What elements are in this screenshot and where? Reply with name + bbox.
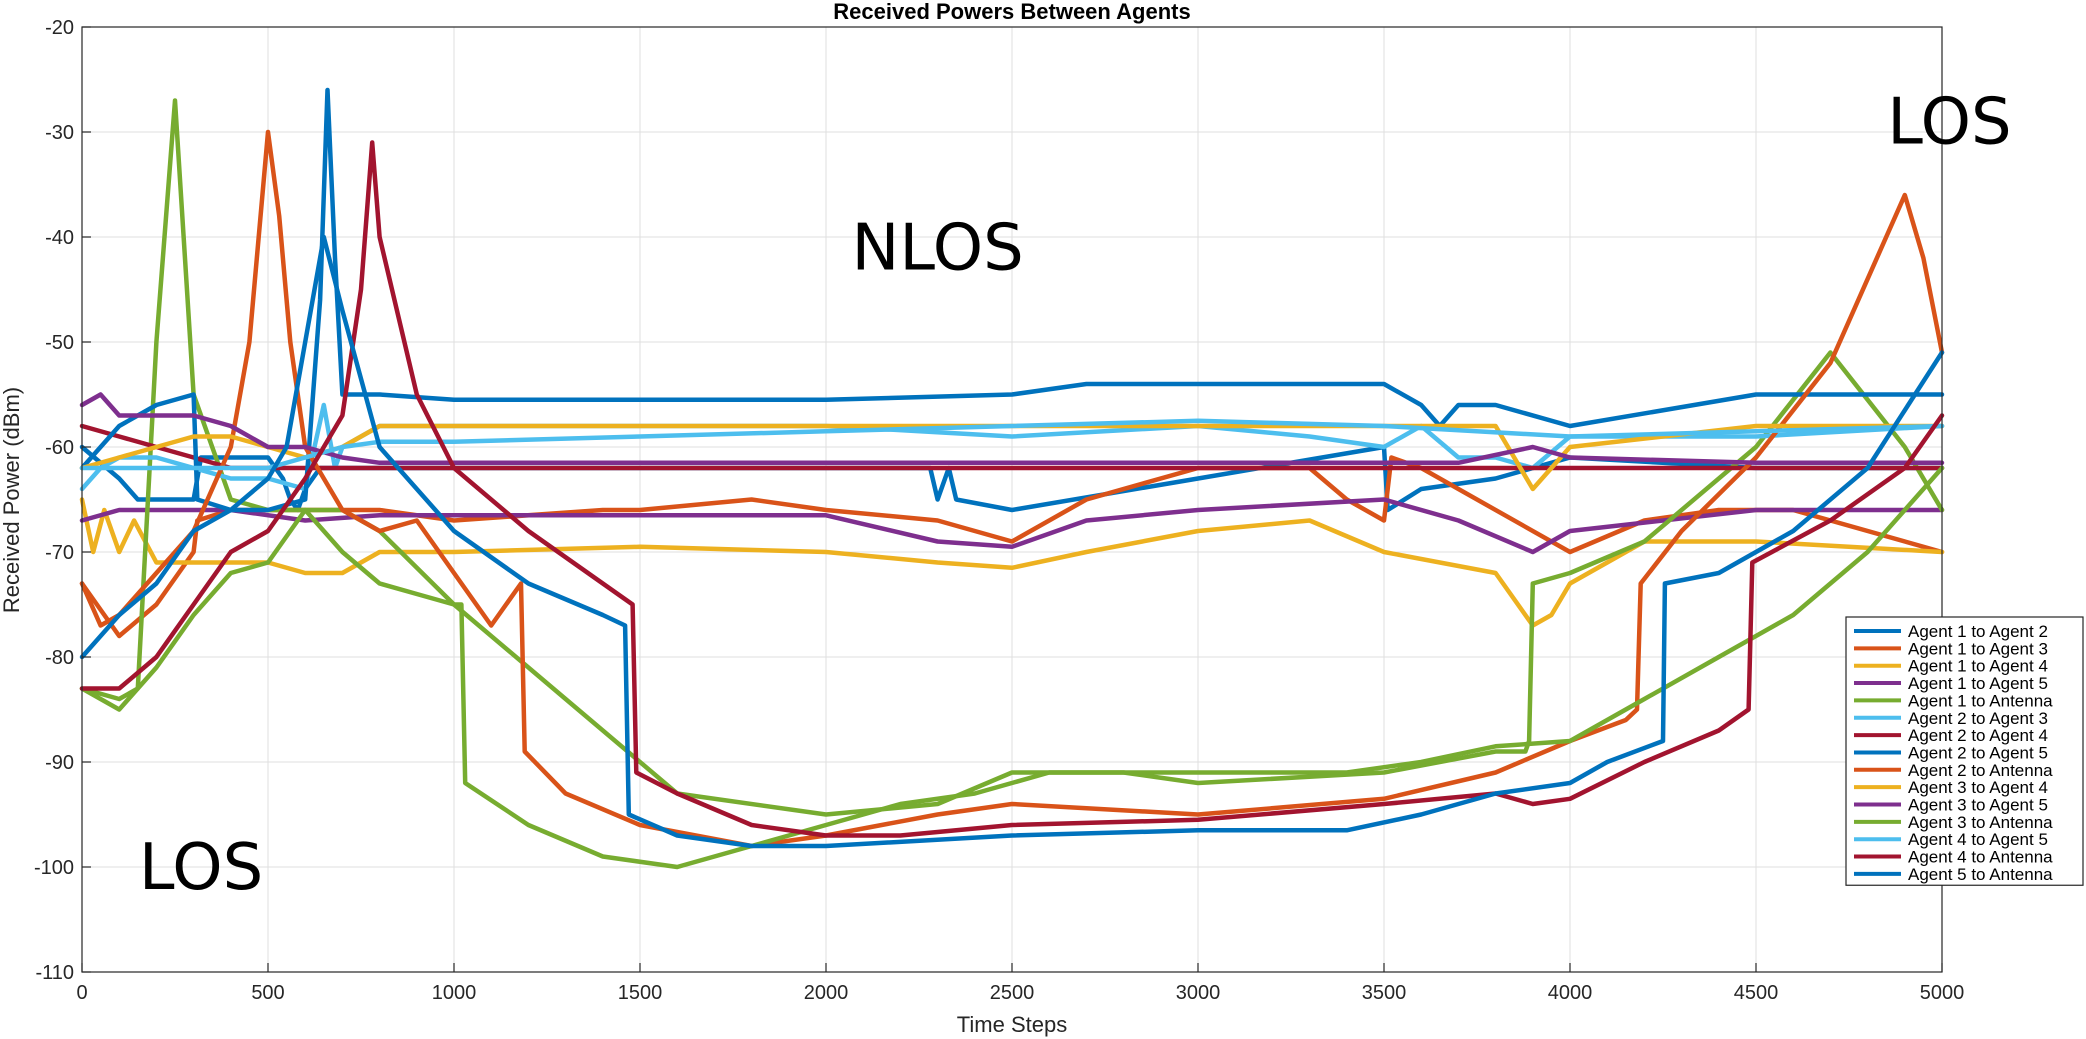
legend-label: Agent 2 to Antenna	[1908, 761, 2053, 780]
legend-label: Agent 1 to Agent 2	[1908, 622, 2048, 641]
axes	[81, 26, 1943, 973]
series-line-14	[79, 140, 1945, 838]
y-tick-label: -60	[45, 437, 74, 459]
legend-item[interactable]: Agent 2 to Agent 3	[1854, 709, 2048, 728]
legend-label: Agent 2 to Agent 3	[1908, 709, 2048, 728]
legend-label: Agent 5 to Antenna	[1908, 865, 2053, 884]
legend-item[interactable]: Agent 4 to Antenna	[1854, 848, 2053, 867]
series-line-3	[79, 497, 1945, 628]
x-tick-label: 2000	[804, 982, 849, 1004]
legend-label: Agent 2 to Agent 4	[1908, 726, 2048, 745]
annotation-1: LOS	[139, 831, 263, 905]
legend-item[interactable]: Agent 2 to Antenna	[1854, 761, 2053, 780]
legend-item[interactable]: Agent 1 to Agent 4	[1854, 657, 2048, 676]
y-tick-label: -70	[45, 542, 74, 564]
x-tick-label: 3000	[1176, 982, 1221, 1004]
legend-label: Agent 3 to Agent 4	[1908, 778, 2048, 797]
y-tick-label: -80	[45, 647, 74, 669]
y-tick-label: -100	[34, 857, 74, 879]
y-tick-label: -90	[45, 752, 74, 774]
legend-label: Agent 1 to Antenna	[1908, 691, 2053, 710]
legend-item[interactable]: Agent 1 to Agent 3	[1854, 639, 2048, 658]
y-tick-label: -110	[35, 962, 74, 984]
y-tick-label: -40	[45, 227, 74, 249]
legend-item[interactable]: Agent 3 to Agent 4	[1854, 778, 2048, 797]
annotations: LOS NLOS LOS	[139, 86, 2012, 906]
y-tick-label: -20	[45, 17, 74, 39]
legend-item[interactable]: Agent 2 to Agent 4	[1854, 726, 2048, 745]
legend-item[interactable]: Agent 4 to Agent 5	[1854, 830, 2048, 849]
tick-labels: 0 500 1000 1500 2000 2500 3000 3500 4000 4500 5000…	[34, 17, 1964, 1004]
legend-label: Agent 4 to Agent 5	[1908, 830, 2048, 849]
legend-label: Agent 3 to Antenna	[1908, 813, 2053, 832]
legend-label: Agent 4 to Antenna	[1908, 848, 2053, 867]
series-line-11	[79, 392, 1945, 466]
legend-item[interactable]: Agent 1 to Agent 2	[1854, 622, 2048, 641]
legend-label: Agent 3 to Agent 5	[1908, 796, 2048, 815]
x-tick-label: 0	[76, 982, 87, 1004]
legend-label: Agent 2 to Agent 5	[1908, 743, 2048, 762]
y-tick-label: -50	[45, 332, 74, 354]
x-tick-label: 1500	[618, 982, 663, 1004]
chart-title: Received Powers Between Agents	[833, 0, 1190, 24]
annotation-3: LOS	[1887, 86, 2011, 160]
x-axis-label: Time Steps	[957, 1012, 1067, 1037]
legend-item[interactable]: Agent 1 to Antenna	[1854, 691, 2053, 710]
x-tick-label: 3500	[1362, 982, 1407, 1004]
series-line-8	[79, 87, 1945, 513]
legend-item[interactable]: Agent 3 to Agent 5	[1854, 796, 2048, 815]
series-line-13	[79, 418, 1945, 471]
series-line-4	[79, 497, 1945, 555]
legend-item[interactable]: Agent 2 to Agent 5	[1854, 743, 2048, 762]
series-line-10	[79, 423, 1945, 492]
x-tick-label: 1000	[432, 982, 477, 1004]
legend-label: Agent 1 to Agent 4	[1908, 657, 2048, 676]
legend-label: Agent 1 to Agent 3	[1908, 639, 2048, 658]
annotation-2: NLOS	[851, 212, 1023, 286]
x-tick-label: 4500	[1734, 982, 1779, 1004]
y-axis-label: Received Power (dBm)	[0, 387, 24, 613]
legend-label: Agent 1 to Agent 5	[1908, 674, 2048, 693]
series-line-9	[79, 129, 1945, 849]
legend-item[interactable]: Agent 5 to Antenna	[1854, 865, 2053, 884]
x-tick-label: 5000	[1920, 982, 1965, 1004]
legend-item[interactable]: Agent 3 to Antenna	[1854, 813, 2053, 832]
y-tick-label: -30	[45, 122, 74, 144]
x-tick-label: 4000	[1548, 982, 1593, 1004]
x-tick-label: 2500	[990, 982, 1035, 1004]
series-line-15	[79, 234, 1945, 849]
x-tick-label: 500	[251, 982, 284, 1004]
series-line-12	[79, 465, 1945, 870]
series-line-2	[79, 455, 1945, 639]
legend-item[interactable]: Agent 1 to Agent 5	[1854, 674, 2048, 693]
series-lines	[79, 87, 1945, 870]
